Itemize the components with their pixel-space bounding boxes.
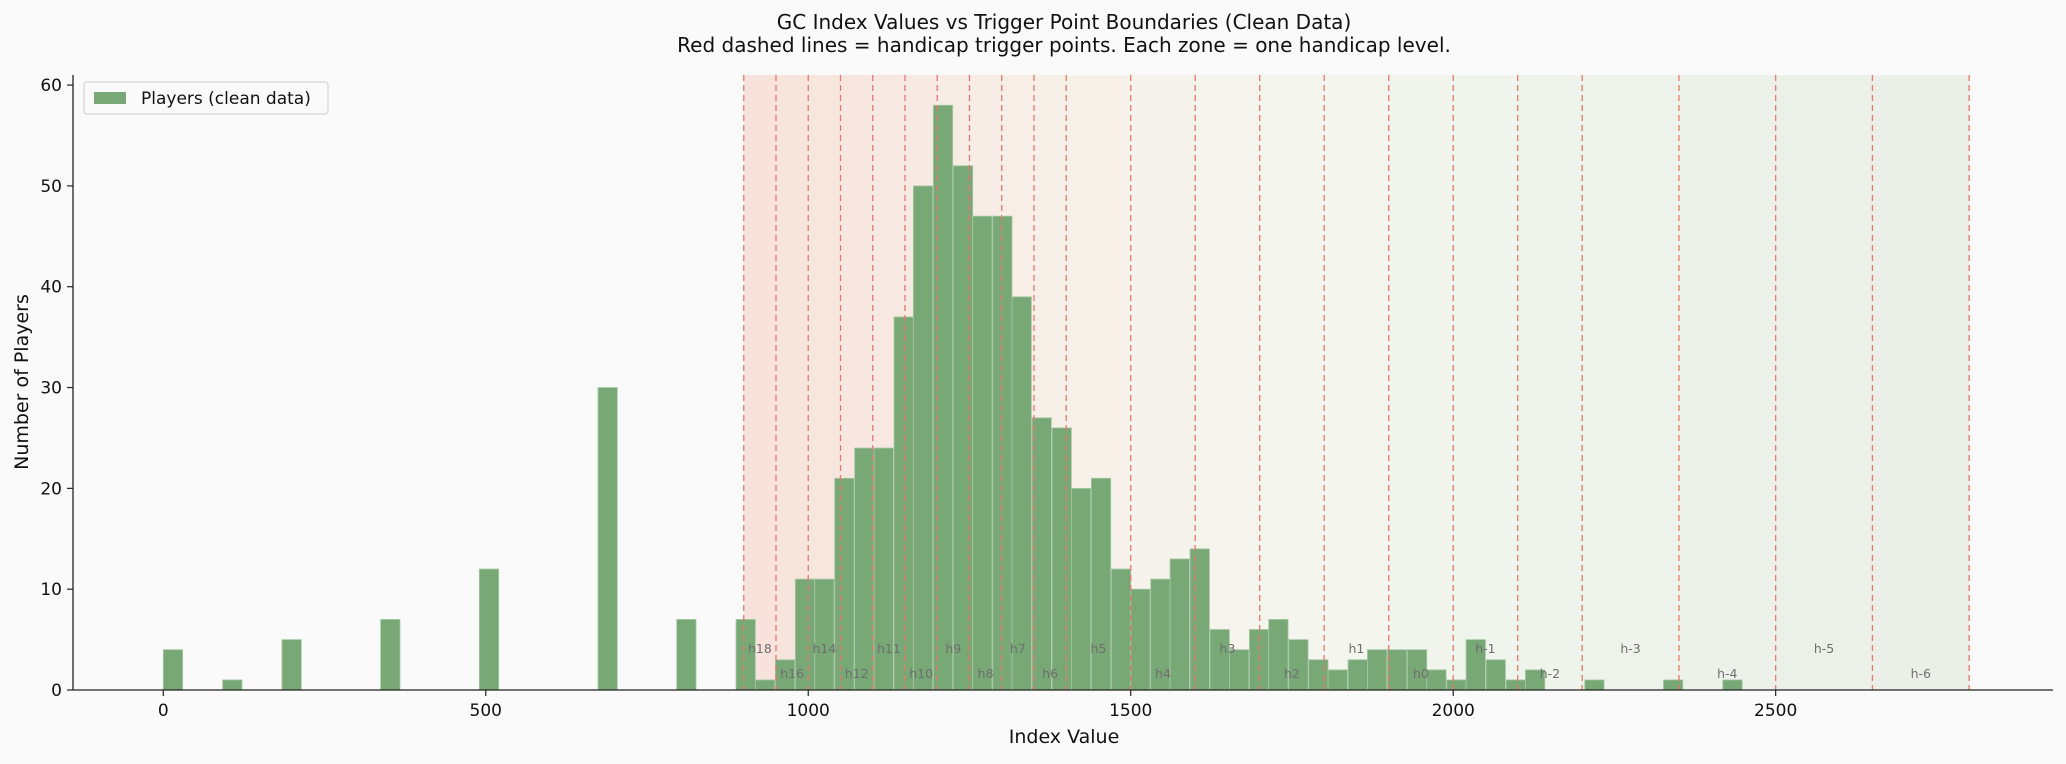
zone-label: h-2: [1540, 666, 1560, 681]
zone-label: h-1: [1475, 641, 1495, 656]
zone-band: [1259, 75, 1325, 690]
histogram-bar: [834, 477, 855, 691]
histogram-bar: [1110, 568, 1132, 691]
histogram-bar: [932, 104, 954, 691]
histogram-bar: [1327, 669, 1348, 691]
histogram-bar: [1663, 679, 1684, 691]
zone-band: [1775, 75, 1873, 690]
zone-label: h2: [1284, 666, 1300, 681]
histogram-bar: [814, 578, 835, 691]
chart-subtitle: Red dashed lines = handicap trigger poin…: [677, 33, 1451, 57]
x-tick-label: 1500: [1109, 701, 1152, 721]
histogram-bar: [1446, 679, 1467, 691]
histogram-bar: [1209, 629, 1230, 691]
histogram-bar: [1090, 477, 1112, 691]
trigger-lines: [743, 75, 1970, 690]
zone-label: h6: [1042, 666, 1058, 681]
y-axis-label: Number of Players: [11, 294, 33, 470]
y-tick-label: 20: [40, 479, 62, 499]
zone-label: h9: [945, 641, 961, 656]
zone-label: h-4: [1717, 666, 1737, 681]
axes: 0 10 20 30 40 50 60 0 500 1000 1500 2000 2500: [40, 75, 2053, 721]
histogram-bar: [1426, 669, 1447, 691]
histogram-bar: [1584, 679, 1605, 691]
zone-band: [1678, 75, 1776, 690]
legend-swatch: [94, 92, 126, 104]
histogram-bar: [893, 316, 914, 691]
histogram-bar: [1485, 659, 1506, 691]
chart-title: GC Index Values vs Trigger Point Boundar…: [777, 10, 1352, 34]
histogram-bar: [1011, 296, 1032, 691]
x-tick-label: 2500: [1754, 701, 1797, 721]
histogram-bar: [1505, 679, 1526, 691]
zone-label: h-6: [1911, 666, 1931, 681]
histogram-bar: [1130, 588, 1151, 691]
zone-label: h11: [877, 641, 901, 656]
zone-band: [743, 75, 776, 690]
legend-label: Players (clean data): [141, 89, 311, 109]
zone-label: h0: [1413, 666, 1429, 681]
zone-band: [1453, 75, 1518, 690]
histogram-bar: [1308, 659, 1329, 691]
zone-label: h3: [1220, 641, 1236, 656]
histogram-bars: [162, 104, 1743, 691]
zone-label: h14: [812, 641, 836, 656]
histogram-bar: [1051, 427, 1072, 691]
zone-label: h18: [748, 641, 772, 656]
histogram-bar: [754, 679, 776, 691]
histogram-bar: [972, 215, 993, 691]
zone-label: h12: [845, 666, 869, 681]
histogram-bar: [1367, 649, 1388, 691]
x-tick-label: 2000: [1432, 701, 1475, 721]
histogram-bar: [1169, 558, 1190, 691]
histogram-bar: [1722, 679, 1743, 691]
x-tick-label: 500: [470, 701, 502, 721]
y-tick-label: 50: [40, 177, 62, 197]
histogram-bar: [1070, 487, 1092, 691]
zone-label: h-5: [1814, 641, 1834, 656]
histogram-bar: [1031, 417, 1052, 691]
legend-box: [83, 81, 329, 115]
y-tick-label: 10: [40, 580, 62, 600]
histogram-bar: [1189, 548, 1210, 691]
histogram-bar: [162, 649, 184, 691]
histogram-bar: [676, 619, 697, 691]
zone-label: h7: [1010, 641, 1026, 656]
histogram-bar: [854, 447, 875, 691]
zone-label: h5: [1091, 641, 1107, 656]
zone-band: [1517, 75, 1583, 690]
y-tick-label: 30: [40, 379, 62, 399]
zone-label: h4: [1155, 666, 1171, 681]
zone-label: h-3: [1620, 641, 1640, 656]
legend[interactable]: Players (clean data): [83, 81, 329, 115]
zone-label: h8: [978, 666, 994, 681]
zone-label: h16: [780, 666, 804, 681]
x-tick-label: 1000: [787, 701, 830, 721]
zone-label: h10: [909, 666, 933, 681]
zone-label: h1: [1349, 641, 1365, 656]
histogram-bar: [1347, 659, 1368, 691]
x-tick-label: 0: [158, 701, 169, 721]
histogram-bar: [1288, 639, 1309, 691]
zone-labels: h18 h16 h14 h12 h11 h10 h9 h8 h7 h6 h5 h4 h3 h2 h1 h0 h-…: [748, 641, 1931, 681]
x-axis-label: Index Value: [1009, 726, 1120, 748]
histogram-bar: [281, 639, 302, 691]
zone-band: [1582, 75, 1679, 690]
y-tick-label: 60: [40, 76, 62, 96]
zone-band: [1872, 75, 1970, 690]
zone-band: [1324, 75, 1389, 690]
histogram-bar: [380, 619, 401, 691]
histogram-bar: [478, 568, 500, 691]
y-tick-label: 0: [51, 681, 62, 701]
histogram-bar: [912, 185, 934, 691]
histogram-bar: [597, 387, 618, 691]
histogram-bar: [222, 679, 243, 691]
histogram-bar: [1387, 649, 1408, 691]
zone-band: [1388, 75, 1454, 690]
y-tick-label: 40: [40, 278, 62, 298]
